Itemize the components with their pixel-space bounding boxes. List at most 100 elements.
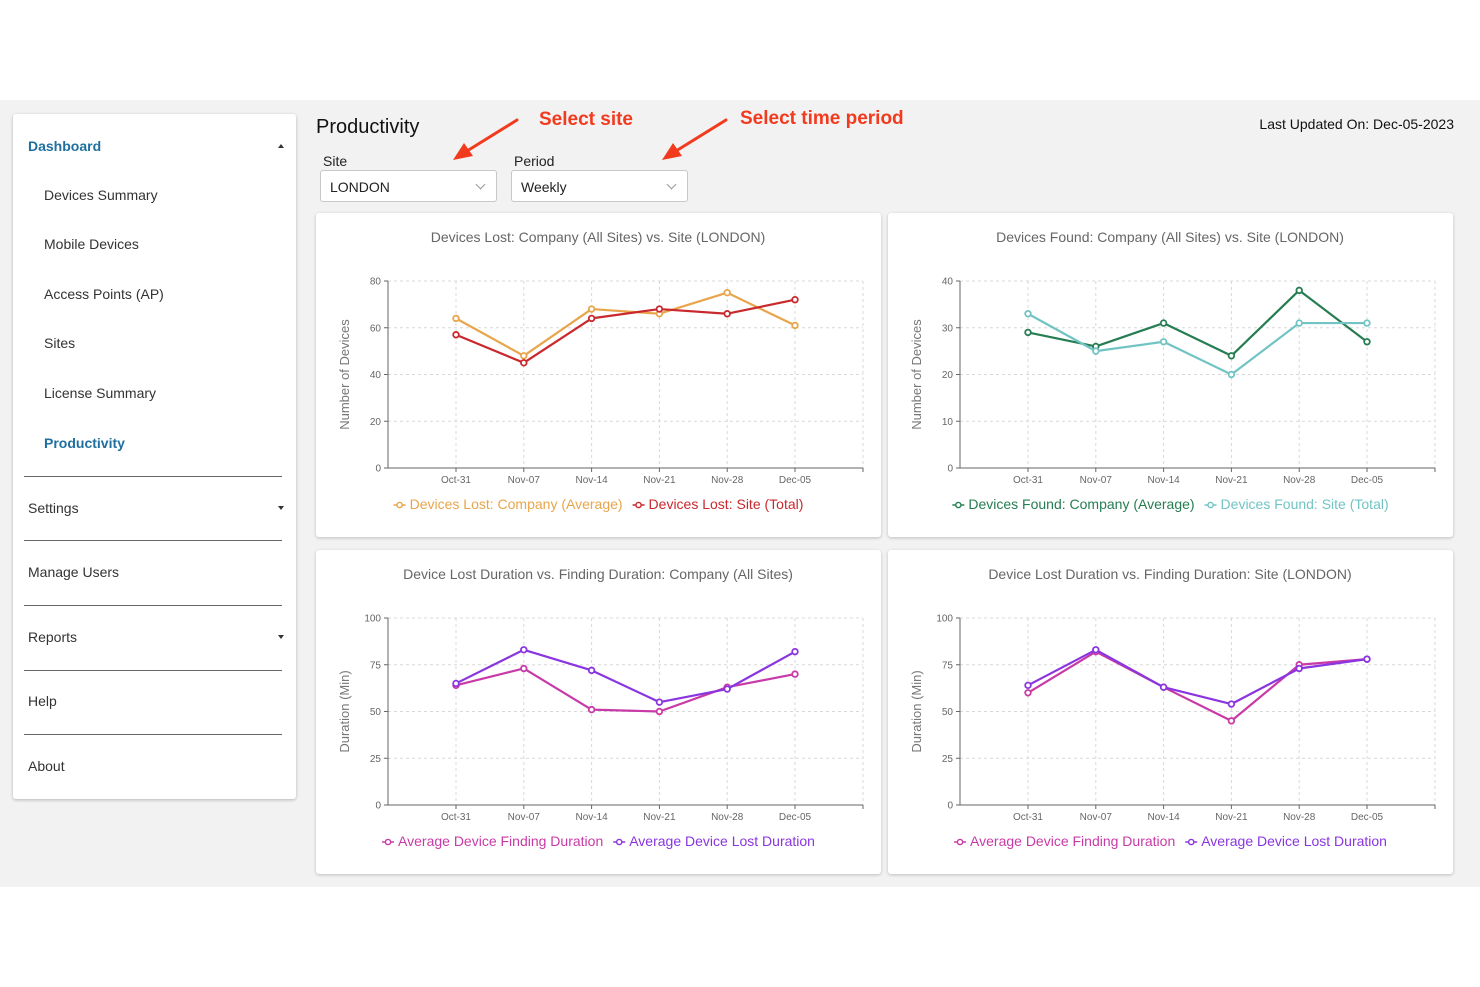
caret-down-icon (278, 635, 284, 639)
data-point (452, 331, 460, 339)
data-point (1159, 319, 1168, 327)
x-tick-label: Nov-07 (508, 475, 541, 486)
data-point (723, 310, 731, 318)
legend-label: Average Device Lost Duration (629, 833, 815, 849)
caret-up-icon (278, 144, 284, 148)
legend-marker-dot (615, 838, 623, 846)
data-point (520, 352, 528, 360)
series-line (455, 298, 796, 364)
y-tick-label: 0 (947, 801, 953, 812)
chevron-down-icon (475, 179, 486, 190)
page-title: Productivity (316, 116, 420, 138)
sidebar-item-manage-users[interactable]: Manage Users (13, 564, 296, 582)
chart-title: Device Lost Duration vs. Finding Duratio… (988, 566, 1351, 582)
legend-label: Devices Lost: Site (Total) (649, 496, 804, 512)
x-tick-label: Dec-05 (779, 475, 812, 486)
data-point (587, 705, 596, 714)
data-point (1227, 717, 1236, 725)
devices-found-chart: Devices Found: Company (All Sites) vs. S… (909, 229, 1436, 512)
sidebar-divider (24, 670, 282, 671)
sidebar-item-reports[interactable]: Reports (13, 629, 296, 647)
legend-item: Average Device Finding Duration (954, 833, 1175, 849)
data-point (1024, 310, 1032, 318)
data-point (587, 314, 596, 323)
sidebar-item-dashboard[interactable]: Dashboard (13, 138, 296, 156)
data-point (1363, 319, 1371, 327)
sidebar-item-label: Reports (28, 629, 78, 645)
legend-label: Average Device Lost Duration (1201, 833, 1387, 849)
sidebar-item-label: About (28, 758, 65, 774)
arrow-period-icon (662, 118, 728, 160)
sidebar-item-label: Manage Users (28, 564, 120, 580)
data-point (520, 359, 528, 367)
y-tick-label: 20 (370, 417, 382, 428)
y-tick-label: 40 (370, 370, 382, 381)
legend-marker-dot (635, 501, 642, 509)
y-tick-label: 75 (942, 660, 954, 671)
chart-legend: Average Device Finding Duration Average D… (382, 833, 815, 849)
site-select[interactable]: LONDON (320, 170, 497, 202)
legend-item: Average Device Finding Duration (382, 833, 603, 849)
sidebar-divider (24, 605, 282, 606)
x-tick-label: Nov-14 (575, 812, 608, 823)
sidebar-item-label: Sites (44, 335, 76, 351)
chart-card-devices-lost: Devices Lost: Company (All Sites) vs. Si… (316, 213, 881, 537)
series-line (455, 667, 796, 713)
sidebar-item-sites[interactable]: Sites (13, 335, 296, 353)
sidebar-divider (24, 734, 282, 735)
period-select[interactable]: Weekly (511, 170, 688, 202)
chart-card-duration-site: Device Lost Duration vs. Finding Duratio… (888, 550, 1453, 874)
sidebar-item-help[interactable]: Help (13, 693, 296, 711)
data-point (452, 314, 460, 323)
sidebar-item-label: Productivity (44, 435, 125, 451)
chart-title: Devices Found: Company (All Sites) vs. S… (996, 229, 1344, 245)
legend-item: Average Device Lost Duration (613, 833, 815, 849)
chevron-down-icon (666, 179, 677, 190)
data-point (791, 647, 799, 656)
data-point (587, 305, 596, 313)
sidebar-item-label: Devices Summary (44, 187, 158, 203)
sidebar-item-productivity[interactable]: Productivity (13, 435, 296, 453)
sidebar-item-devices-summary[interactable]: Devices Summary (13, 187, 296, 205)
data-point (452, 679, 460, 688)
y-axis-label: Number of Devices (337, 319, 352, 430)
period-label: Period (514, 153, 555, 169)
annotation-select-site: Select site (539, 109, 633, 130)
data-point (1159, 683, 1168, 691)
data-point (1295, 319, 1303, 327)
x-tick-label: Oct-31 (1013, 812, 1043, 823)
sidebar-item-about[interactable]: About (13, 758, 296, 776)
sidebar-item-settings[interactable]: Settings (13, 500, 296, 518)
legend-label: Average Device Finding Duration (970, 833, 1175, 849)
x-tick-label: Nov-21 (1215, 812, 1248, 823)
chart-title: Device Lost Duration vs. Finding Duratio… (403, 566, 793, 582)
series-line (1027, 650, 1368, 722)
y-tick-label: 100 (936, 614, 953, 625)
x-tick-label: Oct-31 (1013, 475, 1043, 486)
legend-item: Devices Lost: Site (Total) (632, 496, 804, 512)
x-tick-label: Dec-05 (1351, 812, 1384, 823)
sidebar-item-label: Settings (28, 500, 79, 516)
series-line (1027, 648, 1368, 706)
sidebar-item-access-points[interactable]: Access Points (AP) (13, 286, 296, 304)
data-point (1024, 328, 1032, 337)
devices-lost-chart: Devices Lost: Company (All Sites) vs. Si… (337, 229, 864, 512)
chart-card-duration-company: Device Lost Duration vs. Finding Duratio… (316, 550, 881, 874)
series-line (455, 648, 796, 704)
sidebar-item-mobile-devices[interactable]: Mobile Devices (13, 236, 296, 254)
data-point (520, 664, 528, 673)
sidebar-item-label: Mobile Devices (44, 236, 139, 252)
series-line (1027, 312, 1367, 376)
data-point (791, 670, 799, 678)
x-tick-label: Nov-07 (1080, 475, 1113, 486)
sidebar-item-license-summary[interactable]: License Summary (13, 385, 296, 403)
sidebar-divider (24, 540, 282, 541)
data-point (791, 321, 799, 330)
data-point (587, 666, 596, 675)
chart-card-devices-found: Devices Found: Company (All Sites) vs. S… (888, 213, 1453, 537)
legend-item: Devices Found: Site (Total) (1204, 496, 1389, 512)
legend-item: Devices Lost: Company (Average) (393, 496, 623, 512)
data-point (1295, 664, 1303, 673)
y-tick-label: 75 (370, 660, 382, 671)
data-point (1363, 338, 1371, 346)
